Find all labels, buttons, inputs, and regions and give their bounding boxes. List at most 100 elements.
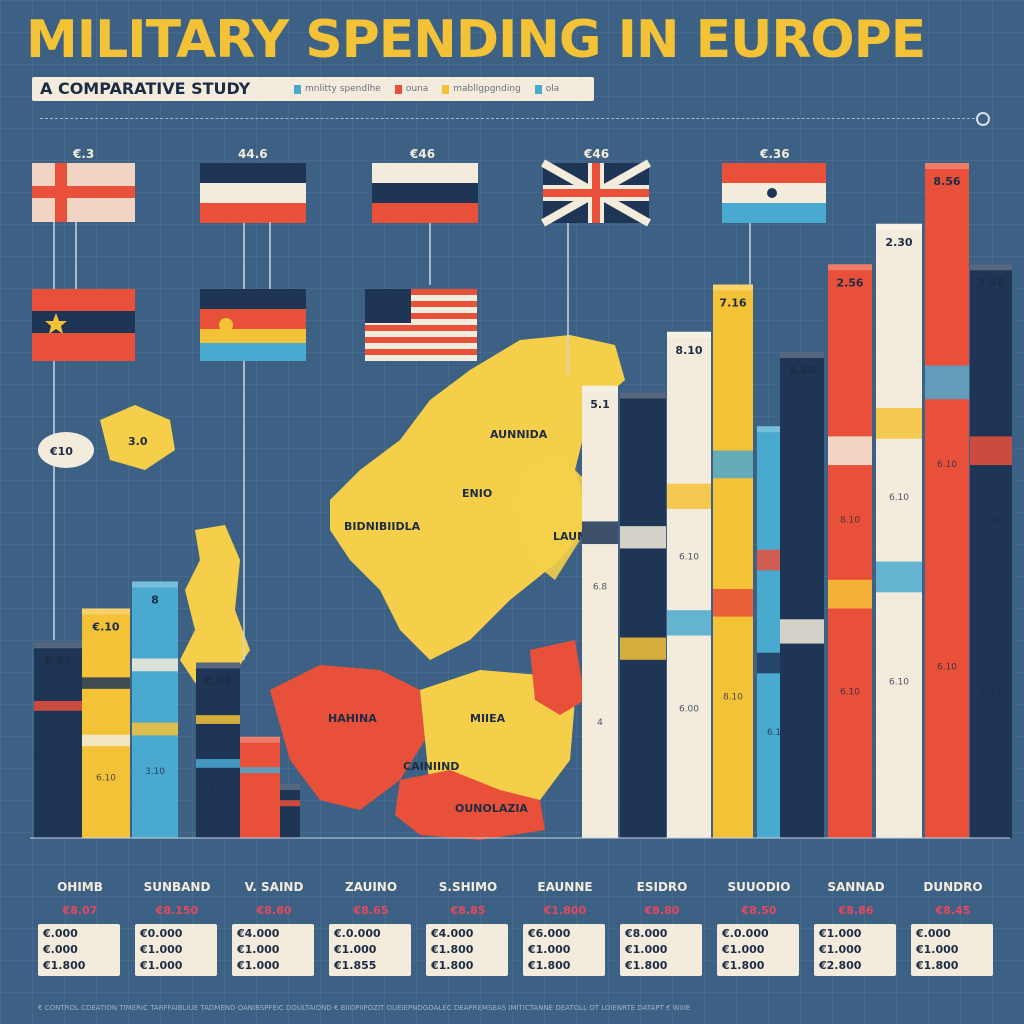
bar-mid-label: 6.10 — [767, 728, 787, 738]
card-row: €1.800 — [916, 959, 959, 972]
bar-mid-label: 6.10 — [981, 688, 1001, 698]
card-row: €4.000 — [431, 927, 474, 940]
card-row: €1.000 — [819, 943, 862, 956]
bar-rect — [620, 392, 666, 838]
card-row: €1.000 — [819, 927, 862, 940]
table-column: SANNAD €8.86 — [810, 880, 902, 917]
card-row: €1.800 — [528, 959, 571, 972]
card-row: €1.000 — [237, 959, 280, 972]
flag-value: €46 — [583, 147, 609, 161]
bar-cap — [970, 264, 1012, 271]
page-title: MILITARY SPENDING IN EUROPE — [26, 10, 926, 70]
card-row: €0.000 — [140, 927, 183, 940]
flag-tricolor-para: €.36 — [722, 147, 826, 290]
bar-value-label: 8.97 — [44, 654, 71, 667]
card-row: €1.000 — [334, 943, 377, 956]
subtitle: A COMPARATIVE STUDY — [40, 79, 251, 98]
card-row: €.000 — [916, 927, 951, 940]
bar-mid-label: 6.10 — [981, 515, 1001, 525]
bar-mid-label: 3.10 — [145, 767, 165, 777]
header-divider — [40, 118, 975, 119]
bar-stripe — [240, 767, 280, 774]
value-card: €.000 €1.000 €1.800 — [911, 924, 993, 976]
bar-stripe — [780, 497, 824, 523]
value-card: €0.000 €1.000 €1.000 — [135, 924, 217, 976]
bar-stripe — [582, 634, 618, 658]
bar-cap — [34, 642, 82, 649]
bar-stripe — [196, 715, 240, 724]
bar-stripe — [132, 722, 178, 736]
flag-tricolor-ru: €46 — [372, 147, 478, 285]
bar-rect — [582, 385, 618, 838]
card-row: €1.000 — [625, 943, 668, 956]
legend-item: mabllgpgnding — [442, 84, 521, 94]
bar-cap — [780, 352, 824, 358]
bar: €.10 6.10 — [82, 608, 130, 838]
column-total: €8.85 — [450, 904, 486, 917]
bar-mid-label: 6.8 — [593, 582, 608, 592]
legend-label: mabllgpgnding — [453, 84, 521, 94]
bar-rect — [828, 264, 872, 838]
card-row: €1.800 — [431, 959, 474, 972]
bar-stripe — [970, 436, 1012, 466]
bar-rect — [780, 352, 824, 838]
bar — [280, 784, 300, 838]
bar-mid-label: 6.10 — [679, 553, 699, 563]
subtitle-bar: A COMPARATIVE STUDY mnlitty spendlhe oun… — [32, 77, 594, 101]
map-finland — [515, 455, 585, 580]
bar-rect — [667, 331, 711, 838]
bar-value-label: 8.10 — [675, 344, 702, 357]
bar-cap — [132, 581, 178, 588]
map-label: ENIO — [462, 487, 492, 500]
card-row: €8.000 — [625, 927, 668, 940]
flag-row: €.3 44.6 €46 €46 — [32, 147, 826, 660]
bar: 8.56 6.10 6.10 — [925, 163, 969, 838]
bar-value-label: €.10 — [91, 621, 119, 634]
legend-item: mnlitty spendlhe — [294, 84, 381, 94]
bar-mid-label: 6.10 — [840, 688, 860, 698]
table-column: ESIDRO €8.80 — [616, 880, 708, 917]
bar-stripe — [34, 749, 82, 760]
map-scandinavia — [330, 335, 625, 660]
value-card: €6.000 €1.000 €1.800 — [523, 924, 605, 976]
bar-rect — [132, 581, 178, 838]
bar-mid-label: 6.10 — [96, 774, 116, 784]
card-row: €.0.000 — [722, 927, 769, 940]
bar-rect — [82, 608, 130, 838]
bar-value-label: 7.16 — [719, 297, 746, 310]
value-card: €.000 €.000 €1.800 — [38, 924, 120, 976]
bar-cap — [667, 331, 711, 338]
bar-mid-label: 3.10 — [208, 787, 228, 797]
bar-stripe — [667, 610, 711, 636]
table-column: SUNBAND €8.150 — [131, 880, 223, 917]
map-label: OUNOLAZIA — [455, 802, 528, 815]
card-row: €1.800 — [625, 959, 668, 972]
map-label: CAINIIND — [403, 760, 459, 773]
bar-stripe — [34, 700, 82, 711]
legend-label: ouna — [405, 84, 429, 94]
column-name: V. SAIND — [244, 880, 304, 894]
bar-cap — [620, 392, 666, 399]
map-balkans — [395, 770, 545, 840]
bar-value-label: 7.56 — [977, 276, 1004, 289]
card-row: €1.000 — [916, 943, 959, 956]
bar-stripe — [82, 734, 130, 747]
table-column: DUNDRO €8.45 — [907, 880, 999, 917]
legend-swatch — [394, 84, 402, 94]
bar-stripe — [828, 436, 872, 466]
bar-stripe — [582, 521, 618, 545]
divider-knob — [976, 112, 990, 126]
bar-cap — [82, 608, 130, 615]
bar-mid-label: 6.10 — [889, 677, 909, 687]
column-total: €8.45 — [935, 904, 971, 917]
legend-swatch — [442, 84, 450, 94]
bar-mid-label: 8.10 — [840, 515, 860, 525]
bubble-left: €10 — [38, 432, 94, 468]
bar-stripe — [970, 579, 1012, 609]
bar-cap — [828, 264, 872, 271]
legend-item: ola — [534, 84, 559, 94]
bar-cap — [925, 163, 969, 169]
bar-series: 8.97€.106.1083.10€.053.105.146.88.106.00… — [34, 163, 1012, 838]
flag-cross: €.3 — [32, 147, 135, 640]
bar-rect — [280, 784, 300, 838]
